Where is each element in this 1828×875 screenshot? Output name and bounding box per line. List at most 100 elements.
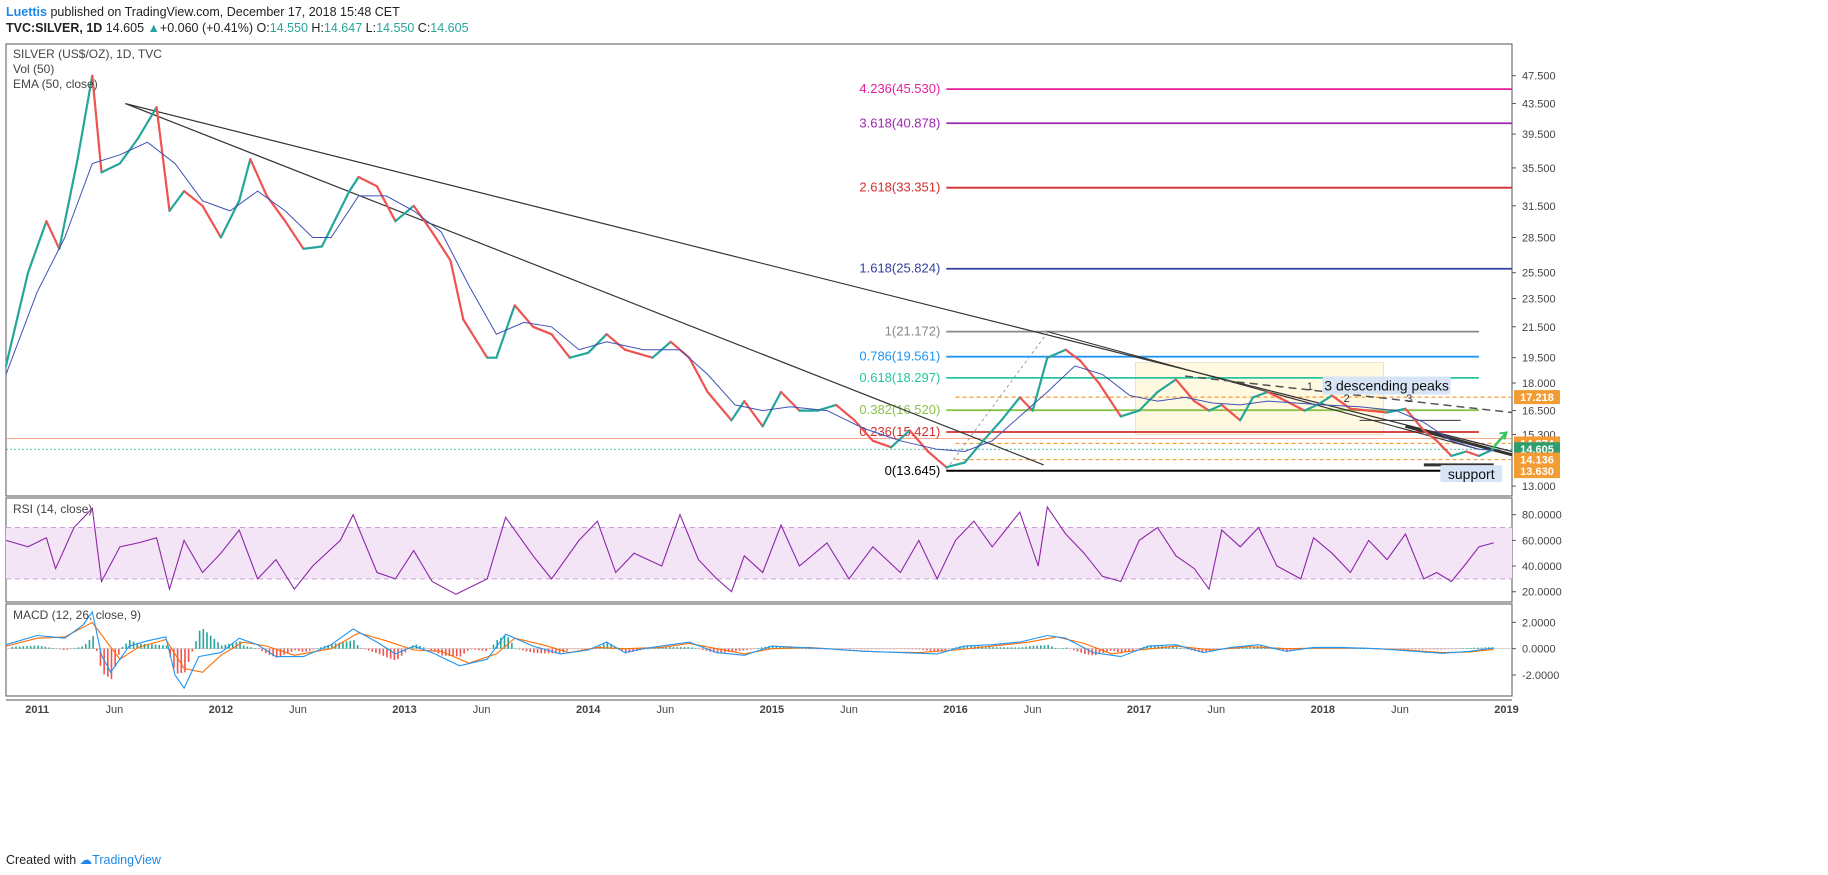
price-segment[interactable] <box>183 190 204 207</box>
macd-panel[interactable]: MACD (12, 26, close, 9) <box>5 608 1512 690</box>
fib-level-label: 2.618(33.351) <box>859 180 940 195</box>
price-segment[interactable] <box>58 157 79 250</box>
macd-histogram-bar <box>1058 648 1060 649</box>
price-segment[interactable] <box>623 348 654 359</box>
price-segment[interactable] <box>1220 403 1242 422</box>
price-segment[interactable] <box>1464 450 1481 457</box>
price-segment[interactable] <box>945 461 966 469</box>
price-segment[interactable] <box>302 245 323 250</box>
price-segment[interactable] <box>91 74 103 174</box>
price-segment[interactable] <box>1079 359 1100 385</box>
macd-histogram-bar <box>345 641 348 649</box>
price-segment[interactable] <box>394 204 415 223</box>
price-segment[interactable] <box>531 325 553 336</box>
price-segment[interactable] <box>449 259 465 321</box>
price-segment[interactable] <box>201 204 222 239</box>
macd-histogram-bar <box>1407 648 1409 650</box>
price-segment[interactable] <box>375 185 397 223</box>
price-segment[interactable] <box>155 106 171 212</box>
macd-line[interactable] <box>5 610 1494 690</box>
panel-frames <box>5 43 1513 701</box>
price-segment[interactable] <box>908 429 930 453</box>
price-segment[interactable] <box>495 304 516 359</box>
price-segment[interactable] <box>1303 403 1319 412</box>
macd-histogram-bar <box>1006 647 1009 649</box>
price-segment[interactable] <box>1367 409 1389 414</box>
price-segment[interactable] <box>1435 439 1453 457</box>
price-segment[interactable] <box>284 220 305 250</box>
price-segment[interactable] <box>238 157 252 202</box>
macd-histogram-bar <box>1076 648 1079 652</box>
x-tick-label: 2012 <box>209 704 233 716</box>
price-segment[interactable] <box>412 204 434 234</box>
price-segment[interactable] <box>1031 356 1049 412</box>
macd-histogram-bar <box>1363 648 1365 650</box>
price-segment[interactable] <box>1046 348 1067 359</box>
price-segment[interactable] <box>357 175 379 188</box>
price-segment[interactable] <box>605 333 627 351</box>
macd-histogram-bar <box>191 648 194 652</box>
price-segment[interactable] <box>431 230 452 262</box>
price-segment[interactable] <box>137 106 158 140</box>
price-segment[interactable] <box>963 439 985 464</box>
price-segment[interactable] <box>320 190 351 248</box>
price-segment[interactable] <box>1174 378 1196 403</box>
price-axis[interactable]: 47.500 43.500 39.500 35.500 31.500 28.500 25.5… <box>1512 71 1562 682</box>
price-segment[interactable] <box>1018 396 1034 412</box>
rsi-line[interactable] <box>5 505 1494 595</box>
time-axis[interactable]: 2011 Jun 2012 Jun 2013 Jun 2014 Jun 2015 Jun 2016 J… <box>25 704 1518 716</box>
chart-canvas[interactable]: 4.236(45.530) 3.618(40.878) 2.618(33.351) 1… <box>0 42 1828 848</box>
price-segment[interactable] <box>4 271 30 367</box>
price-segment[interactable] <box>1404 407 1425 432</box>
ema-line[interactable] <box>5 141 1494 453</box>
price-segment[interactable] <box>76 74 94 161</box>
price-segment[interactable] <box>1450 450 1468 457</box>
price-segment[interactable] <box>348 175 360 193</box>
price-segment[interactable] <box>568 351 590 359</box>
price-segment[interactable] <box>550 333 571 359</box>
price-segment[interactable] <box>1349 407 1370 412</box>
price-tag <box>1514 464 1560 479</box>
price-segment[interactable] <box>926 450 948 469</box>
price-segment[interactable] <box>1251 390 1269 399</box>
price-segment[interactable] <box>168 190 186 212</box>
price-segment[interactable] <box>834 403 856 422</box>
price-segment[interactable] <box>1138 390 1159 412</box>
price-segment[interactable] <box>1239 396 1255 422</box>
author-link[interactable]: Luettis <box>6 5 47 19</box>
price-segment[interactable] <box>981 419 1003 442</box>
macd-panel-title: MACD (12, 26, close, 9) <box>13 608 141 622</box>
price-segment[interactable] <box>730 400 746 422</box>
price-segment[interactable] <box>1316 394 1334 406</box>
price-segment[interactable] <box>706 390 733 422</box>
price-segment[interactable] <box>688 356 709 394</box>
projection-arrow <box>1490 431 1508 451</box>
price-segment[interactable] <box>1207 403 1223 412</box>
price-segment[interactable] <box>1119 409 1141 418</box>
macd-histogram-bar <box>1032 645 1035 649</box>
price-segment[interactable] <box>45 220 61 250</box>
price-segment[interactable] <box>587 333 608 354</box>
macd-histogram-bar <box>569 648 572 650</box>
price-segment[interactable] <box>1193 400 1211 412</box>
price-segment[interactable] <box>1064 348 1082 362</box>
price-segment[interactable] <box>743 400 764 428</box>
rsi-panel[interactable]: RSI (14, close) <box>5 502 1512 595</box>
macd-signal-line[interactable] <box>5 621 1494 673</box>
price-segment[interactable] <box>26 220 48 274</box>
macd-histogram-bar <box>275 648 278 658</box>
price-panel[interactable]: 4.236(45.530) 3.618(40.878) 2.618(33.351) 1… <box>4 47 1513 483</box>
price-segment[interactable] <box>1097 381 1122 418</box>
price-segment[interactable] <box>853 419 875 442</box>
price-segment[interactable] <box>249 157 268 197</box>
price-segment[interactable] <box>890 429 911 449</box>
tradingview-brand-link[interactable]: TradingView <box>92 853 161 867</box>
price-segment[interactable] <box>1422 429 1438 442</box>
price-segment[interactable] <box>1156 378 1178 394</box>
price-segment[interactable] <box>1266 390 1288 403</box>
price-segment[interactable] <box>100 162 122 174</box>
macd-histogram-bar <box>624 648 627 654</box>
price-segment[interactable] <box>1000 396 1021 422</box>
price-segment[interactable] <box>462 318 489 359</box>
price-segment[interactable] <box>871 439 893 449</box>
